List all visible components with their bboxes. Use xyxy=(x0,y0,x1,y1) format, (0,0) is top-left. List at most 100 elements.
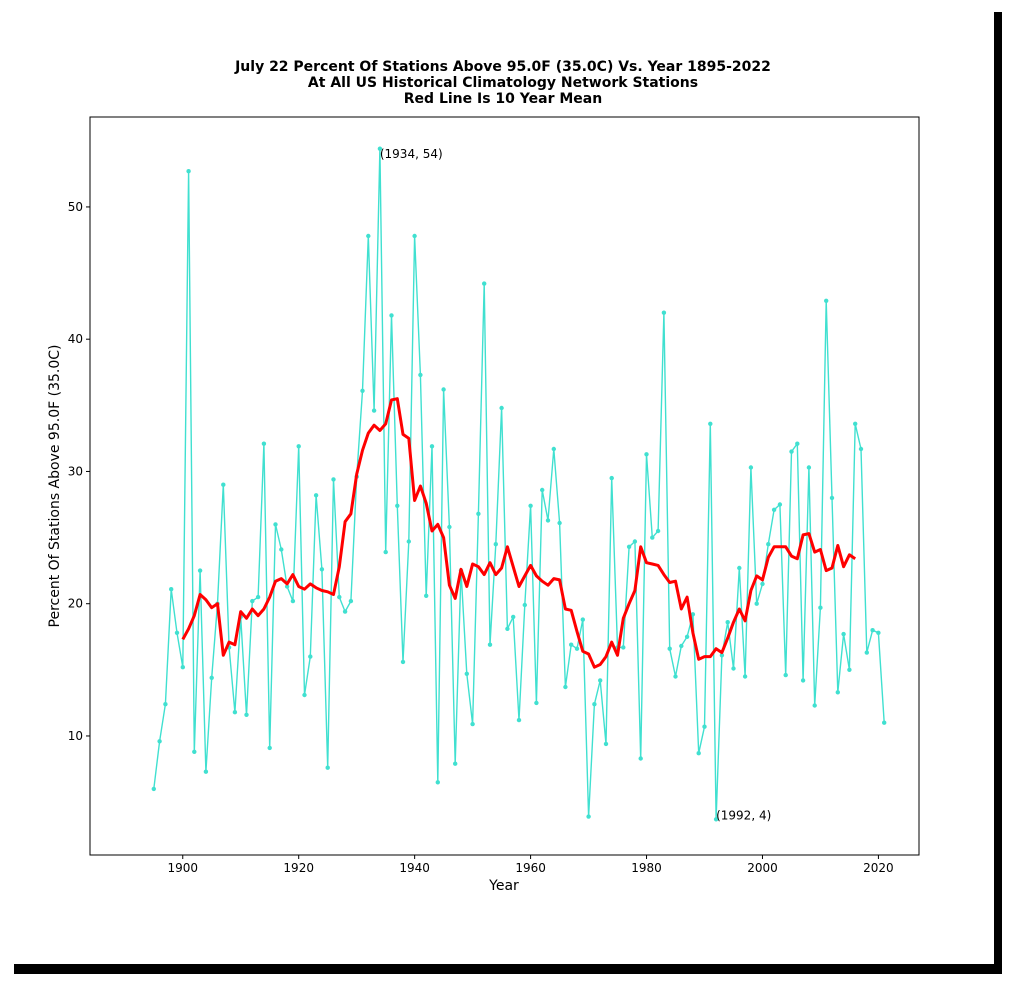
data-point xyxy=(824,298,829,303)
data-point xyxy=(563,684,568,690)
data-point xyxy=(435,780,440,785)
data-point xyxy=(296,444,301,449)
data-point xyxy=(261,441,267,446)
data-point xyxy=(528,503,533,508)
data-point xyxy=(186,169,191,174)
data-point xyxy=(864,650,869,655)
data-point xyxy=(655,528,661,534)
plot-area xyxy=(89,116,920,856)
data-point xyxy=(708,421,713,426)
x-tick-label: 1900 xyxy=(167,861,198,875)
data-point xyxy=(829,495,835,501)
data-point xyxy=(192,749,197,754)
data-point xyxy=(806,465,812,470)
data-point xyxy=(383,549,388,555)
data-point xyxy=(482,281,487,286)
data-point xyxy=(337,594,342,600)
data-point xyxy=(760,581,765,587)
data-point xyxy=(690,612,696,617)
data-point xyxy=(493,542,498,547)
data-point xyxy=(679,643,684,649)
data-point xyxy=(569,642,574,647)
data-point xyxy=(163,702,168,707)
chart-title-line-1: July 22 Percent Of Stations Above 95.0F … xyxy=(234,59,771,75)
data-point xyxy=(470,721,475,727)
data-point xyxy=(273,522,278,527)
data-point xyxy=(882,720,887,725)
data-point xyxy=(598,678,603,683)
data-point xyxy=(325,765,330,770)
data-point xyxy=(389,313,394,318)
x-tick-label: 1980 xyxy=(631,861,662,875)
data-point xyxy=(511,614,516,620)
data-point xyxy=(667,646,672,651)
data-point xyxy=(366,233,371,239)
data-point xyxy=(447,524,452,530)
data-point xyxy=(400,659,406,665)
annotations: (1934, 54) (1992, 4) xyxy=(380,147,771,822)
ten-year-mean-line xyxy=(181,397,857,669)
x-axis-label: Year xyxy=(488,878,519,894)
data-point xyxy=(858,446,864,452)
data-point xyxy=(499,405,504,411)
data-point xyxy=(412,233,417,239)
data-point xyxy=(516,717,522,723)
x-tick-label: 1940 xyxy=(399,861,430,875)
y-tick-label: 30 xyxy=(68,464,83,478)
data-point xyxy=(766,542,771,547)
data-point xyxy=(795,441,800,446)
data-point xyxy=(713,817,719,822)
data-point xyxy=(725,620,730,625)
x-axis-ticks: 1900 1920 1940 1960 1980 2000 2020 xyxy=(167,855,894,875)
data-point xyxy=(702,724,707,729)
series-layer xyxy=(151,146,887,822)
data-point xyxy=(360,388,365,393)
x-tick-label: 2020 xyxy=(863,861,894,875)
data-point xyxy=(737,565,742,571)
data-point xyxy=(371,408,377,413)
data-point xyxy=(464,671,469,676)
data-point xyxy=(279,547,284,552)
data-point xyxy=(719,653,725,658)
data-point xyxy=(650,535,655,540)
x-tick-label: 1960 xyxy=(515,861,546,875)
point-annotation: (1934, 54) xyxy=(380,147,443,161)
data-point xyxy=(684,634,690,639)
data-point xyxy=(696,751,701,756)
data-point xyxy=(557,520,562,526)
chart-title-line-3: Red Line Is 10 Year Mean xyxy=(404,91,602,107)
data-point xyxy=(731,666,736,671)
data-point xyxy=(783,672,788,678)
data-point xyxy=(319,567,325,572)
data-point xyxy=(476,511,481,516)
data-point xyxy=(789,449,794,454)
data-point xyxy=(812,703,817,708)
data-point xyxy=(250,598,255,604)
point-annotation: (1992, 4) xyxy=(716,808,771,822)
data-point xyxy=(157,739,162,744)
y-tick-label: 10 xyxy=(68,729,83,743)
data-point xyxy=(818,605,823,610)
y-tick-label: 40 xyxy=(68,332,83,346)
data-point xyxy=(841,631,846,637)
data-point xyxy=(644,452,649,457)
data-point xyxy=(267,745,272,751)
data-point xyxy=(626,544,632,549)
data-point xyxy=(395,503,400,508)
data-point xyxy=(754,601,759,606)
data-point xyxy=(221,482,226,487)
y-tick-label: 20 xyxy=(68,597,83,611)
data-point xyxy=(209,675,214,680)
data-point xyxy=(302,692,307,698)
data-point xyxy=(342,609,348,614)
data-point xyxy=(180,665,185,670)
data-point xyxy=(453,761,458,766)
data-point xyxy=(418,372,423,378)
data-point xyxy=(313,493,319,498)
data-point xyxy=(203,769,209,774)
data-point xyxy=(377,146,383,151)
data-point xyxy=(853,421,858,426)
data-point xyxy=(348,598,354,604)
data-point xyxy=(580,617,585,622)
